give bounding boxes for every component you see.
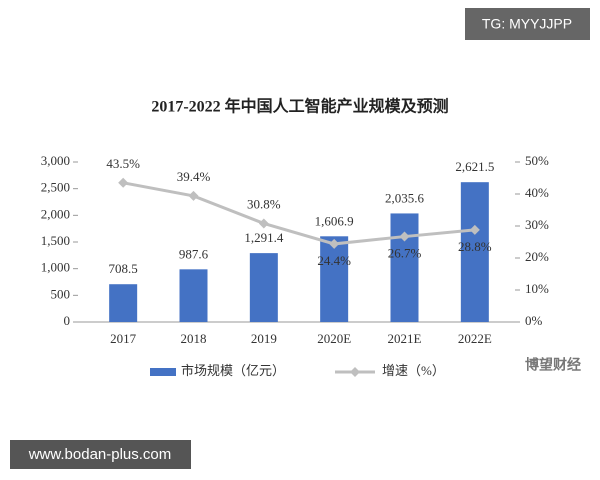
line-value-label: 30.8% <box>247 196 281 211</box>
bar-value-label: 1,291.4 <box>244 230 284 245</box>
site-text: www.bodan-plus.com <box>28 446 172 463</box>
line-value-label: 43.5% <box>106 156 140 171</box>
y-tick-label: 2,000 <box>41 206 70 221</box>
y2-tick-label: 0% <box>525 313 543 328</box>
bar-value-label: 1,606.9 <box>315 213 354 228</box>
y2-tick-label: 40% <box>525 185 549 200</box>
bar <box>249 253 278 322</box>
y-tick-label: 500 <box>51 286 71 301</box>
legend-swatch <box>350 367 360 377</box>
line <box>122 181 475 246</box>
line-marker <box>399 231 410 242</box>
x-tick-label: 2020E <box>317 331 351 346</box>
line-marker <box>118 177 129 188</box>
y-tick-label: 1,000 <box>41 260 70 275</box>
line-value-label: 28.8% <box>458 239 492 254</box>
y-tick-label: 0 <box>64 313 71 328</box>
bar <box>460 182 489 322</box>
y2-tick-label: 10% <box>525 281 549 296</box>
legend-label: 市场规模（亿元） <box>181 363 285 378</box>
line-marker <box>329 238 340 249</box>
top-tag: TG: MYYJJPP <box>482 16 572 32</box>
line-value-label: 24.4% <box>317 253 351 268</box>
line-marker <box>188 190 199 201</box>
tag-box <box>465 8 590 40</box>
y2-tick-label: 20% <box>525 249 549 264</box>
bar-value-label: 708.5 <box>109 261 138 276</box>
bar-value-label: 2,621.5 <box>455 159 494 174</box>
y-tick-label: 3,000 <box>41 153 70 168</box>
line-value-label: 39.4% <box>177 169 211 184</box>
x-tick-label: 2019 <box>251 331 277 346</box>
legend-swatch <box>150 368 176 376</box>
site-box <box>10 440 191 469</box>
chart-title: 2017-2022 年中国人工智能产业规模及预测 <box>151 97 448 116</box>
bar <box>109 284 138 322</box>
bar <box>390 213 419 322</box>
x-tick-label: 2021E <box>388 331 422 346</box>
line-marker <box>258 218 269 229</box>
source-mark: 博望财经 <box>525 357 581 373</box>
bar <box>179 269 208 322</box>
y2-tick-label: 30% <box>525 217 549 232</box>
x-tick-label: 2022E <box>458 331 492 346</box>
line-value-label: 26.7% <box>388 246 422 261</box>
bar-value-label: 2,035.6 <box>385 190 425 205</box>
line-marker <box>469 224 480 235</box>
x-tick-label: 2017 <box>110 331 137 346</box>
bar-value-label: 987.6 <box>179 246 209 261</box>
legend-label: 增速（%） <box>382 363 445 378</box>
x-tick-label: 2018 <box>181 331 207 346</box>
bar <box>320 236 349 322</box>
y-tick-label: 1,500 <box>41 233 70 248</box>
y-tick-label: 2,500 <box>41 180 70 195</box>
y2-tick-label: 50% <box>525 153 549 168</box>
